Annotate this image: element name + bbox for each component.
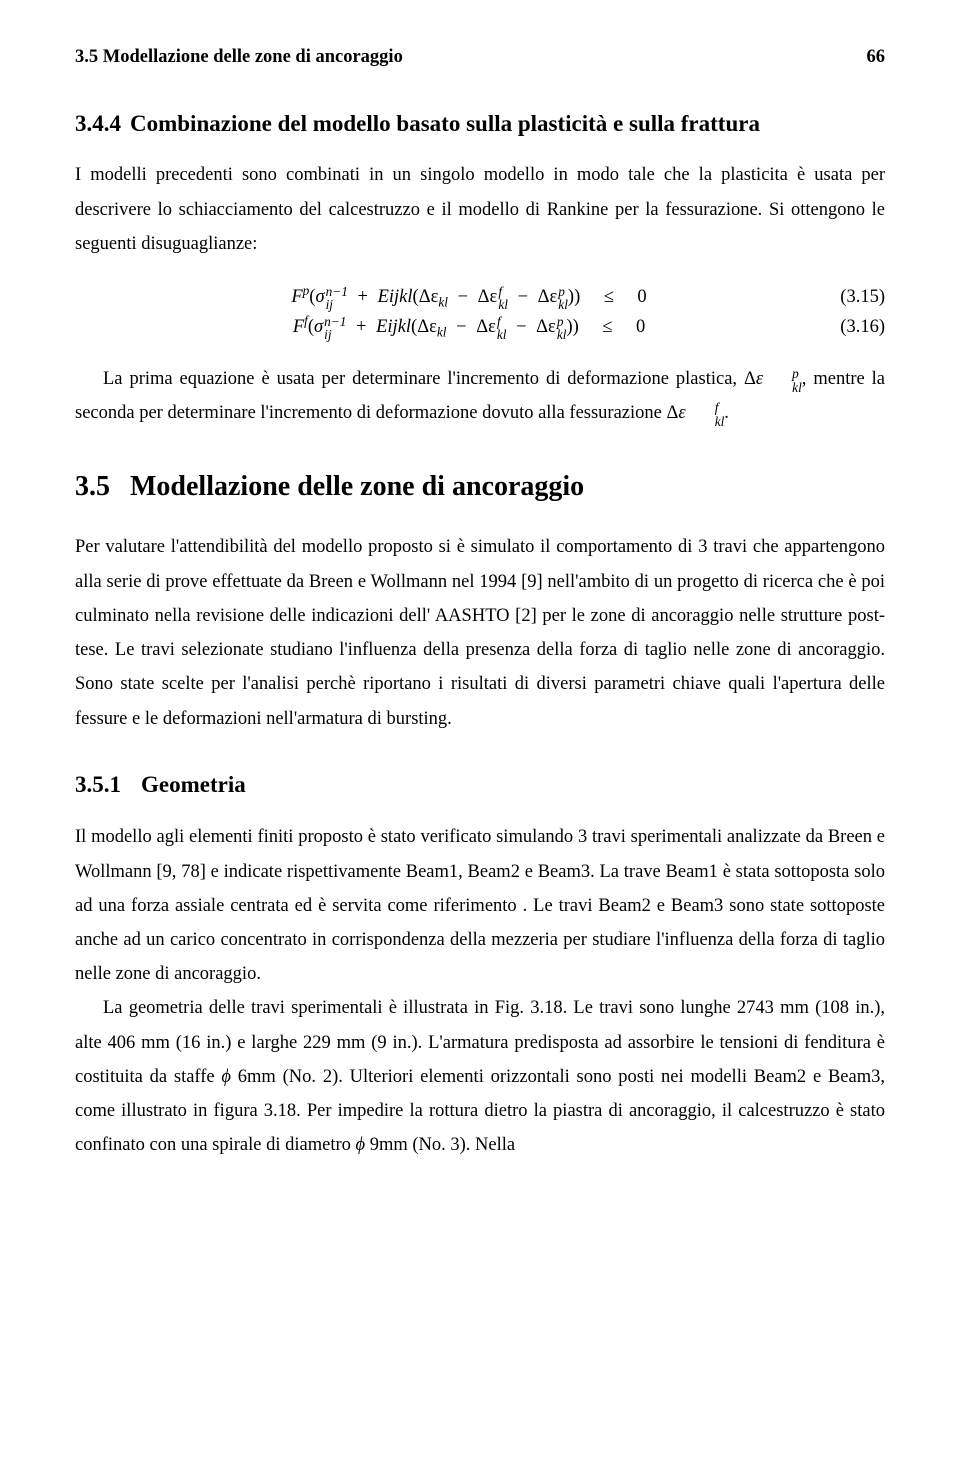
eq16-epsp-idx: pkl bbox=[557, 315, 567, 342]
eps-p-idx: pkl bbox=[764, 367, 802, 394]
eq16-deps2: Δε bbox=[476, 317, 496, 337]
heading-3-5-number: 3.5 bbox=[75, 471, 110, 502]
paragraph-3-4-4-intro: I modelli precedenti sono combinati in u… bbox=[75, 158, 885, 261]
running-head: 3.5 Modellazione delle zone di ancoraggi… bbox=[75, 40, 885, 74]
eq16-deps1: Δε bbox=[417, 317, 437, 337]
eq16-minus1: − bbox=[447, 317, 477, 337]
eq15-sigma: σ bbox=[315, 287, 324, 307]
para-after-eq-text3: . bbox=[724, 403, 729, 423]
running-head-page-number: 66 bbox=[867, 40, 886, 74]
eq16-Eijkl: Eijkl bbox=[376, 317, 411, 337]
paragraph-3-5-1-a: Il modello agli elementi finiti proposto… bbox=[75, 820, 885, 991]
eq15-F: F bbox=[291, 287, 302, 307]
eq15-minus2: − bbox=[508, 287, 538, 307]
eq15-sigma-idx: n−1ij bbox=[326, 285, 348, 312]
eps-f-sup: f bbox=[687, 401, 725, 414]
eq15-deps1: Δε bbox=[419, 287, 439, 307]
eq16-sigma-sub: ij bbox=[324, 328, 346, 341]
eq16-epsp-sup: p bbox=[557, 315, 567, 328]
page: 3.5 Modellazione delle zone di ancoraggi… bbox=[0, 0, 960, 1468]
phi-symbol-1: ϕ bbox=[221, 1067, 231, 1087]
equation-3-15: Fp(σn−1ij + Eijkl(Δεkl − Δεfkl − Δεpkl))… bbox=[75, 283, 885, 313]
eq16-kl1: kl bbox=[437, 324, 447, 339]
equation-3-16-number: (3.16) bbox=[823, 313, 885, 343]
eq16-F: F bbox=[293, 317, 304, 337]
heading-3-4-4: 3.4.4Combinazione del modello basato sul… bbox=[75, 108, 885, 140]
eq15-Eijkl: Eijkl bbox=[378, 287, 413, 307]
eq15-deps2: Δε bbox=[478, 287, 498, 307]
eq15-epsf-idx: fkl bbox=[498, 285, 508, 312]
paragraph-3-5-1-b: La geometria delle travi sperimentali è … bbox=[75, 991, 885, 1162]
eps-f-sub: kl bbox=[687, 415, 725, 428]
eq15-sigma-sup: n−1 bbox=[326, 285, 348, 298]
equation-3-15-body: Fp(σn−1ij + Eijkl(Δεkl − Δεfkl − Δεpkl))… bbox=[75, 283, 823, 313]
eps-p-base: ε bbox=[756, 369, 763, 389]
eq16-plus: + bbox=[346, 317, 376, 337]
eq16-rparen1: ) bbox=[573, 317, 579, 337]
heading-3-5: 3.5 Modellazione delle zone di ancoraggio bbox=[75, 461, 885, 513]
phi-symbol-2: ϕ bbox=[356, 1135, 366, 1155]
eq16-epsp-sub: kl bbox=[557, 328, 567, 341]
eq16-sigma-sup: n−1 bbox=[324, 315, 346, 328]
equation-3-15-number: (3.15) bbox=[823, 283, 885, 313]
para-after-eq-text1: La prima equazione è usata per determina… bbox=[103, 369, 756, 389]
eq15-zero: 0 bbox=[637, 287, 646, 307]
heading-3-5-1-number: 3.5.1 bbox=[75, 772, 121, 797]
eq15-epsp-sup: p bbox=[558, 285, 568, 298]
equation-3-16: Ff(σn−1ij + Eijkl(Δεkl − Δεfkl − Δεpkl))… bbox=[75, 313, 885, 343]
eq15-minus1: − bbox=[448, 287, 478, 307]
eps-p-sup: p bbox=[764, 367, 802, 380]
eq15-kl1: kl bbox=[438, 295, 448, 310]
eq16-minus2: − bbox=[506, 317, 536, 337]
eq16-sigma: σ bbox=[314, 317, 323, 337]
eps-p-sub: kl bbox=[764, 381, 802, 394]
running-head-left: 3.5 Modellazione delle zone di ancoraggi… bbox=[75, 40, 403, 74]
heading-3-4-4-title: Combinazione del modello basato sulla pl… bbox=[130, 111, 760, 136]
heading-3-5-1: 3.5.1 Geometria bbox=[75, 764, 885, 807]
eq15-epsp-idx: pkl bbox=[558, 285, 568, 312]
eq15-epsp-sub: kl bbox=[558, 298, 568, 311]
eq15-rparen1: ) bbox=[574, 287, 580, 307]
p351b-text3: 9mm (No. 3). Nella bbox=[365, 1135, 515, 1155]
eq15-leq: ≤ bbox=[594, 287, 623, 307]
paragraph-3-5-body: Per valutare l'attendibilità del modello… bbox=[75, 530, 885, 735]
eq15-epsf-sup: f bbox=[498, 285, 508, 298]
equation-block: Fp(σn−1ij + Eijkl(Δεkl − Δεfkl − Δεpkl))… bbox=[75, 283, 885, 342]
eq16-sigma-idx: n−1ij bbox=[324, 315, 346, 342]
eps-f-idx: fkl bbox=[687, 401, 725, 428]
equation-3-16-body: Ff(σn−1ij + Eijkl(Δεkl − Δεfkl − Δεpkl))… bbox=[75, 313, 823, 343]
paragraph-after-equations: La prima equazione è usata per determina… bbox=[75, 362, 885, 430]
eq16-deps3: Δε bbox=[536, 317, 556, 337]
heading-3-5-1-title: Geometria bbox=[141, 772, 246, 797]
heading-3-4-4-number: 3.4.4 bbox=[75, 108, 130, 140]
eq15-epsf-sub: kl bbox=[498, 298, 508, 311]
heading-3-5-title: Modellazione delle zone di ancoraggio bbox=[130, 471, 584, 502]
eq15-plus: + bbox=[348, 287, 378, 307]
eq15-sigma-sub: ij bbox=[326, 298, 348, 311]
eq16-leq: ≤ bbox=[593, 317, 622, 337]
eq16-zero: 0 bbox=[636, 317, 645, 337]
eq15-deps3: Δε bbox=[538, 287, 558, 307]
eps-f-base: ε bbox=[678, 403, 685, 423]
